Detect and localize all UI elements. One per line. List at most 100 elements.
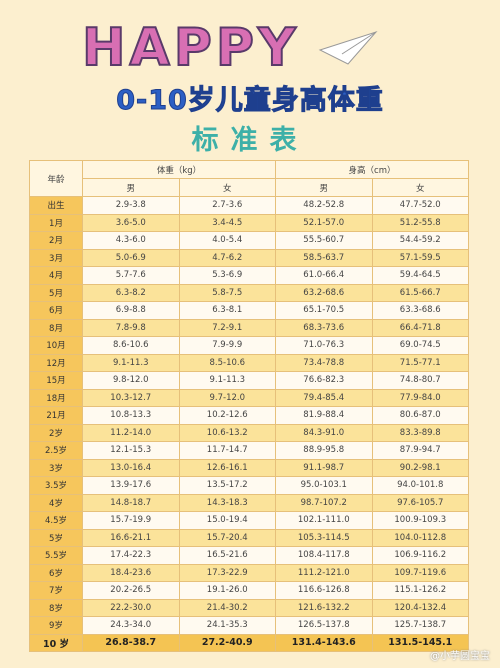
table-row: 3.5岁 13.9-17.6 13.5-17.2 95.0-103.1 94.0-101… [29,476,469,495]
value-cell: 115.1-126.2 [371,581,469,600]
value-cell: 104.0-112.8 [371,528,469,547]
age-cell: 5岁 [29,528,83,547]
value-cell: 6.9-8.8 [82,301,180,320]
table-row: 15月 9.8-12.0 9.1-11.3 76.6-82.3 74.8-80.7 [29,371,469,390]
value-cell: 73.4-78.8 [275,353,373,372]
value-cell: 98.7-107.2 [275,493,373,512]
value-cell: 11.2-14.0 [82,423,180,442]
value-cell: 71.0-76.3 [275,336,373,355]
header-cell: 男 [275,178,373,197]
value-cell: 87.9-94.7 [371,441,469,460]
header-cell: 年龄 [29,160,83,197]
title: 0-10岁儿童身高体重 [116,85,384,117]
value-cell: 125.7-138.7 [371,616,469,635]
value-cell: 83.3-89.8 [371,423,469,442]
value-cell: 95.0-103.1 [275,476,373,495]
age-cell: 4月 [29,266,83,285]
value-cell: 19.1-26.0 [178,581,276,600]
value-cell: 48.2-52.8 [275,196,373,215]
table-row: 4.5岁 15.7-19.9 15.0-19.4 102.1-111.0 100.9-1… [29,511,469,530]
value-cell: 102.1-111.0 [275,511,373,530]
age-cell: 8月 [29,318,83,337]
value-cell: 20.2-26.5 [82,581,180,600]
value-cell: 57.1-59.5 [371,248,469,267]
value-cell: 24.3-34.0 [82,616,180,635]
value-cell: 68.3-73.6 [275,318,373,337]
value-cell: 74.8-80.7 [371,371,469,390]
age-cell: 3岁 [29,458,83,477]
value-cell: 106.9-116.2 [371,546,469,565]
value-cell: 88.9-95.8 [275,441,373,460]
age-cell: 6月 [29,301,83,320]
value-cell: 61.0-66.4 [275,266,373,285]
value-cell: 7.8-9.8 [82,318,180,337]
header-cell: 女 [178,178,276,197]
value-cell: 47.7-52.0 [371,196,469,215]
value-cell: 94.0-101.8 [371,476,469,495]
table-row: 2月 4.3-6.0 4.0-5.4 55.5-60.7 54.4-59.2 [29,231,469,250]
table-row: 18月 10.3-12.7 9.7-12.0 79.4-85.4 77.9-84.0 [29,388,469,407]
table-row: 8岁 22.2-30.0 21.4-30.2 121.6-132.2 120.4-132… [29,598,469,617]
value-cell: 77.9-84.0 [371,388,469,407]
value-cell: 15.0-19.4 [178,511,276,530]
table-row: 3月 5.0-6.9 4.7-6.2 58.5-63.7 57.1-59.5 [29,248,469,267]
value-cell: 63.3-68.6 [371,301,469,320]
table-row: 4月 5.7-7.6 5.3-6.9 61.0-66.4 59.4-64.5 [29,266,469,285]
value-cell: 24.1-35.3 [178,616,276,635]
value-cell: 14.8-18.7 [82,493,180,512]
table-row: 5月 6.3-8.2 5.8-7.5 63.2-68.6 61.5-66.7 [29,283,469,302]
age-cell: 3.5岁 [29,476,83,495]
table-row: 4岁 14.8-18.7 14.3-18.3 98.7-107.2 97.6-105.7 [29,493,469,512]
age-cell: 21月 [29,406,83,425]
value-cell: 10.2-12.6 [178,406,276,425]
value-cell: 58.5-63.7 [275,248,373,267]
age-cell: 2岁 [29,423,83,442]
value-cell: 26.8-38.7 [82,633,180,652]
age-cell: 6岁 [29,563,83,582]
age-cell: 2月 [29,231,83,250]
table-row: 10 岁 26.8-38.7 27.2-40.9 131.4-143.6 131.5-1… [29,633,469,652]
table-row: 9岁 24.3-34.0 24.1-35.3 126.5-137.8 125.7-138… [29,616,469,635]
value-cell: 108.4-117.8 [275,546,373,565]
value-cell: 97.6-105.7 [371,493,469,512]
age-cell: 18月 [29,388,83,407]
value-cell: 9.8-12.0 [82,371,180,390]
age-cell: 3月 [29,248,83,267]
value-cell: 8.5-10.6 [178,353,276,372]
value-cell: 21.4-30.2 [178,598,276,617]
value-cell: 71.5-77.1 [371,353,469,372]
value-cell: 10.8-13.3 [82,406,180,425]
value-cell: 51.2-55.8 [371,213,469,232]
age-cell: 4.5岁 [29,511,83,530]
table-row: 21月 10.8-13.3 10.2-12.6 81.9-88.4 80.6-87.0 [29,406,469,425]
age-cell: 5月 [29,283,83,302]
value-cell: 116.6-126.8 [275,581,373,600]
value-cell: 13.5-17.2 [178,476,276,495]
table-row: 1月 3.6-5.0 3.4-4.5 52.1-57.0 51.2-55.8 [29,213,469,232]
age-cell: 2.5岁 [29,441,83,460]
value-cell: 12.6-16.1 [178,458,276,477]
age-cell: 5.5岁 [29,546,83,565]
value-cell: 61.5-66.7 [371,283,469,302]
value-cell: 121.6-132.2 [275,598,373,617]
value-cell: 54.4-59.2 [371,231,469,250]
age-cell: 9岁 [29,616,83,635]
age-cell: 12月 [29,353,83,372]
value-cell: 4.0-5.4 [178,231,276,250]
value-cell: 5.3-6.9 [178,266,276,285]
table-row: 8月 7.8-9.8 7.2-9.1 68.3-73.6 66.4-71.8 [29,318,469,337]
value-cell: 100.9-109.3 [371,511,469,530]
value-cell: 7.9-9.9 [178,336,276,355]
age-cell: 4岁 [29,493,83,512]
value-cell: 16.5-21.6 [178,546,276,565]
value-cell: 8.6-10.6 [82,336,180,355]
value-cell: 81.9-88.4 [275,406,373,425]
value-cell: 3.6-5.0 [82,213,180,232]
value-cell: 4.7-6.2 [178,248,276,267]
value-cell: 13.0-16.4 [82,458,180,477]
value-cell: 9.7-12.0 [178,388,276,407]
value-cell: 7.2-9.1 [178,318,276,337]
value-cell: 59.4-64.5 [371,266,469,285]
value-cell: 14.3-18.3 [178,493,276,512]
value-cell: 6.3-8.2 [82,283,180,302]
